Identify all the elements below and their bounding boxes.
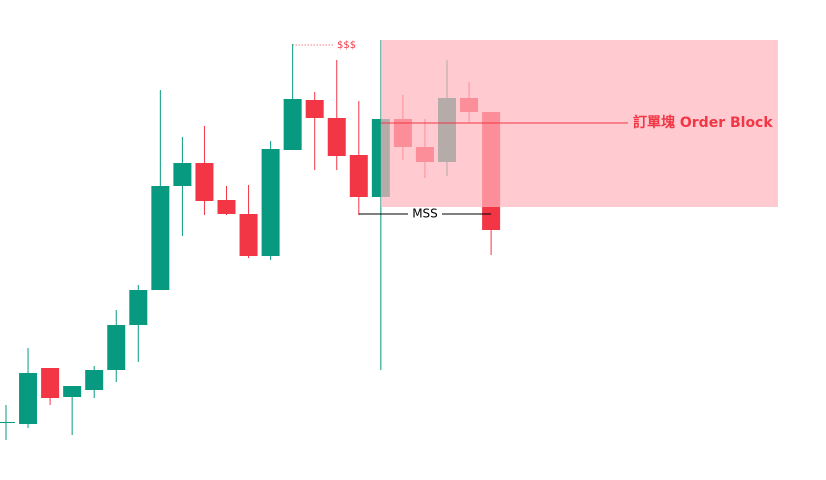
candle-body xyxy=(151,186,170,290)
candle-body xyxy=(239,214,258,256)
candle-body xyxy=(217,200,236,214)
candle-body xyxy=(63,386,82,397)
candle-body xyxy=(327,118,346,156)
liquidity-label: $$$ xyxy=(337,40,356,51)
candle-body xyxy=(173,163,192,186)
candle-body xyxy=(305,100,324,118)
candle-body xyxy=(261,149,280,256)
candle-body xyxy=(41,368,60,398)
candle-body xyxy=(349,155,368,197)
candle-body xyxy=(283,99,302,150)
mss-label: MSS xyxy=(412,207,438,221)
candle-body xyxy=(19,373,38,424)
candle-body xyxy=(0,422,15,423)
candle-body xyxy=(85,370,104,390)
order-block-label: 訂單塊 Order Block xyxy=(633,114,773,131)
candle-body xyxy=(107,325,126,370)
candle-body xyxy=(195,163,214,201)
candle-body xyxy=(129,290,148,325)
